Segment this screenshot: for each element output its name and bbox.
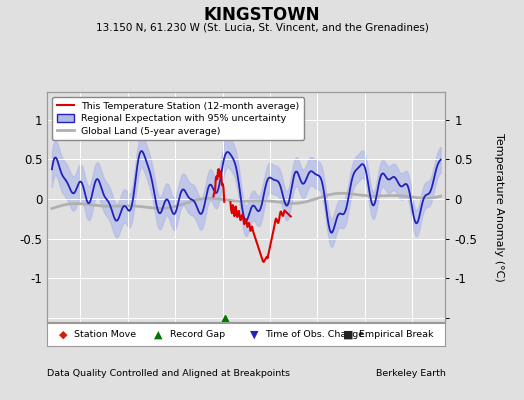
Text: KINGSTOWN: KINGSTOWN (204, 6, 320, 24)
Text: 13.150 N, 61.230 W (St. Lucia, St. Vincent, and the Grenadines): 13.150 N, 61.230 W (St. Lucia, St. Vince… (95, 22, 429, 32)
Text: ▲: ▲ (155, 330, 163, 339)
Text: ◆: ◆ (59, 330, 68, 339)
Text: Empirical Break: Empirical Break (359, 330, 433, 339)
Text: Berkeley Earth: Berkeley Earth (376, 369, 445, 378)
Y-axis label: Temperature Anomaly (°C): Temperature Anomaly (°C) (494, 133, 504, 281)
Text: Record Gap: Record Gap (170, 330, 225, 339)
Text: Data Quality Controlled and Aligned at Breakpoints: Data Quality Controlled and Aligned at B… (47, 369, 290, 378)
Text: Time of Obs. Change: Time of Obs. Change (265, 330, 365, 339)
Text: Station Move: Station Move (74, 330, 136, 339)
Text: ▼: ▼ (250, 330, 258, 339)
Text: ■: ■ (343, 330, 353, 339)
Legend: This Temperature Station (12-month average), Regional Expectation with 95% uncer: This Temperature Station (12-month avera… (52, 97, 304, 140)
